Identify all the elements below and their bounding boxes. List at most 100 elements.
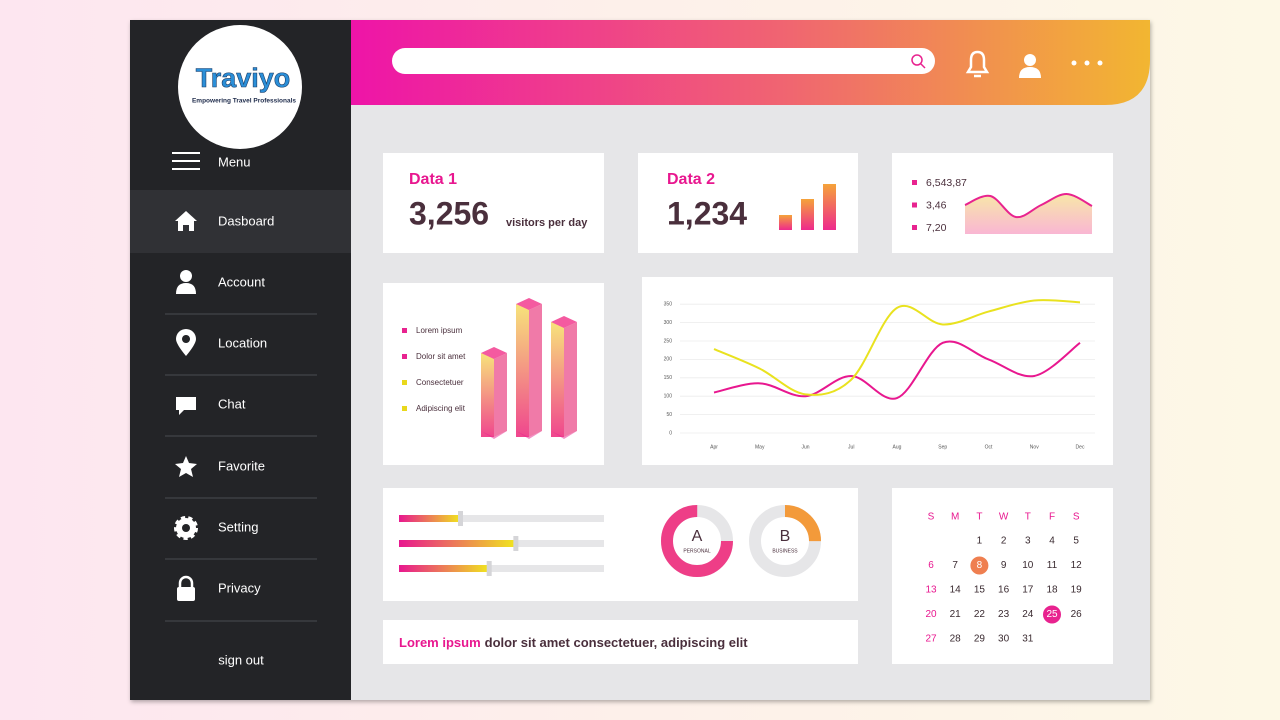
donut-letter: B [780,528,791,545]
day[interactable]: 7 [952,560,958,571]
logo-tagline: Empowering Travel Professionals [192,98,296,105]
nav-item[interactable]: Account [218,274,265,289]
day[interactable]: 12 [1071,560,1083,571]
stat-label: 7,20 [926,222,947,234]
day[interactable]: 15 [974,585,986,596]
nav-item[interactable]: Chat [218,396,246,411]
legend-label: Consectetuer [416,378,464,387]
day[interactable]: 20 [925,609,937,620]
x-tick-label: Aug [893,444,902,450]
day[interactable]: 23 [998,609,1010,620]
nav-item[interactable]: Dasboard [218,213,274,228]
line-series [713,299,1081,396]
day[interactable]: 2 [1001,536,1007,547]
day[interactable]: 4 [1049,536,1055,547]
day[interactable]: 21 [950,609,962,620]
day[interactable]: 25 [1046,609,1058,620]
y-tick-label: 350 [664,302,673,308]
note-highlight: Lorem ipsum [399,635,481,650]
y-tick-label: 150 [664,375,673,381]
day[interactable]: 18 [1046,585,1058,596]
weekday: S [928,512,935,523]
user-icon[interactable] [1019,54,1041,78]
x-tick-label: Sep [938,444,947,450]
menu-label: Menu [218,154,251,169]
setting-icon [174,516,198,540]
search-bar[interactable] [392,48,935,74]
donut-letter: A [692,528,703,545]
bar-foot [516,431,542,439]
day[interactable]: 9 [1001,560,1007,571]
more-icon[interactable] [1071,60,1103,66]
day[interactable]: 27 [925,634,937,645]
slider-track [399,565,604,572]
x-tick-label: Nov [1030,444,1039,450]
bar-3d [551,322,564,437]
slider-knob[interactable] [458,511,463,526]
day[interactable]: 11 [1047,560,1058,571]
day[interactable]: 3 [1025,536,1031,547]
x-tick-label: Oct [985,444,993,450]
bell-icon[interactable] [965,50,990,78]
bar-foot [551,431,577,439]
nav-item[interactable]: Setting [218,519,258,534]
day[interactable]: 31 [1022,634,1034,645]
weekday: M [951,512,959,523]
day[interactable]: 1 [977,536,983,547]
x-tick-label: Jul [848,444,854,450]
nav-item[interactable]: Privacy [218,580,261,595]
menu-icon[interactable] [172,152,200,170]
day[interactable]: 16 [998,585,1010,596]
card-value: 3,256 [409,195,489,231]
weekday: S [1073,512,1080,523]
day[interactable]: 19 [1071,585,1083,596]
mini-bar [801,199,814,230]
slider-knob[interactable] [513,536,519,551]
day[interactable]: 22 [974,609,986,620]
slider-fill [399,540,516,547]
nav-item[interactable]: Location [218,335,267,350]
x-tick-label: Apr [710,444,718,450]
day[interactable]: 26 [1071,609,1083,620]
sign-out[interactable]: sign out [218,652,264,667]
day[interactable]: 6 [928,560,934,571]
slider-track [399,515,604,522]
chat-icon [176,397,196,415]
slider-knob[interactable] [486,561,492,576]
day[interactable]: 14 [950,585,962,596]
stat-label: 3,46 [926,199,947,211]
slider-fill [399,565,490,572]
y-tick-label: 250 [664,338,673,344]
day[interactable]: 17 [1022,585,1034,596]
legend-label: Dolor sit amet [416,352,466,361]
x-tick-label: Dec [1076,444,1085,450]
bar-foot [481,431,507,439]
account-icon [176,270,196,294]
bar-side [564,322,577,437]
day[interactable]: 8 [977,560,983,571]
legend-label: Adipiscing elit [416,404,466,413]
mini-bar [779,215,792,230]
day[interactable]: 24 [1022,609,1034,620]
legend-dot [912,180,917,185]
search-icon[interactable] [911,54,926,69]
separators [165,313,317,622]
day[interactable]: 13 [925,585,937,596]
day[interactable]: 10 [1022,560,1034,571]
y-tick-label: 0 [669,430,672,436]
slider-fill [399,515,461,522]
card-title: Data 1 [409,171,457,188]
note-text: Lorem ipsum dolor sit amet consectetuer, … [399,635,748,650]
day[interactable]: 29 [974,634,986,645]
logo-circle [178,25,302,149]
note-body: dolor sit amet consectetuer, adipiscing … [485,635,749,650]
day[interactable]: 30 [998,634,1010,645]
legend-swatch [402,380,407,385]
day[interactable]: 5 [1073,536,1079,547]
card-unit: visitors per day [506,217,588,229]
nav-item[interactable]: Favorite [218,458,265,473]
weekday: F [1049,512,1055,523]
day[interactable]: 28 [950,634,962,645]
